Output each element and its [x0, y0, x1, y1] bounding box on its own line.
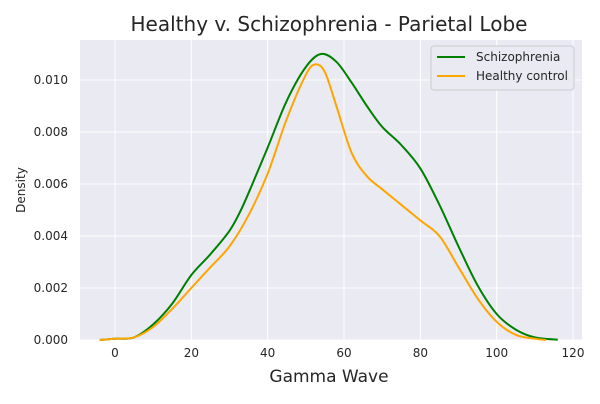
x-tick-label: 80	[413, 346, 428, 360]
series-line-healthy-control	[99, 63, 547, 341]
x-tick-label: 40	[260, 346, 275, 360]
legend-label: Schizophrenia	[476, 50, 560, 64]
x-tick-label: 100	[485, 346, 508, 360]
y-axis-label: Density	[14, 167, 28, 213]
legend-box	[430, 45, 575, 91]
y-tick-label: 0.006	[34, 177, 68, 191]
x-tick-label: 60	[336, 346, 351, 360]
y-tick-label: 0.002	[34, 281, 68, 295]
x-tick-label: 120	[562, 346, 585, 360]
series-line-schizophrenia	[99, 52, 558, 341]
chart-title: Healthy v. Schizophrenia - Parietal Lobe	[131, 12, 528, 36]
x-tick-label: 20	[184, 346, 199, 360]
y-tick-label: 0.004	[34, 229, 68, 243]
legend-label: Healthy control	[476, 69, 568, 83]
legend: Schizophrenia Healthy control	[430, 45, 575, 91]
y-tick-label: 0.000	[34, 333, 68, 347]
y-tick-label: 0.008	[34, 125, 68, 139]
x-axis-label: Gamma Wave	[269, 367, 388, 387]
y-tick-label: 0.010	[34, 73, 68, 87]
x-tick-label: 0	[111, 346, 119, 360]
